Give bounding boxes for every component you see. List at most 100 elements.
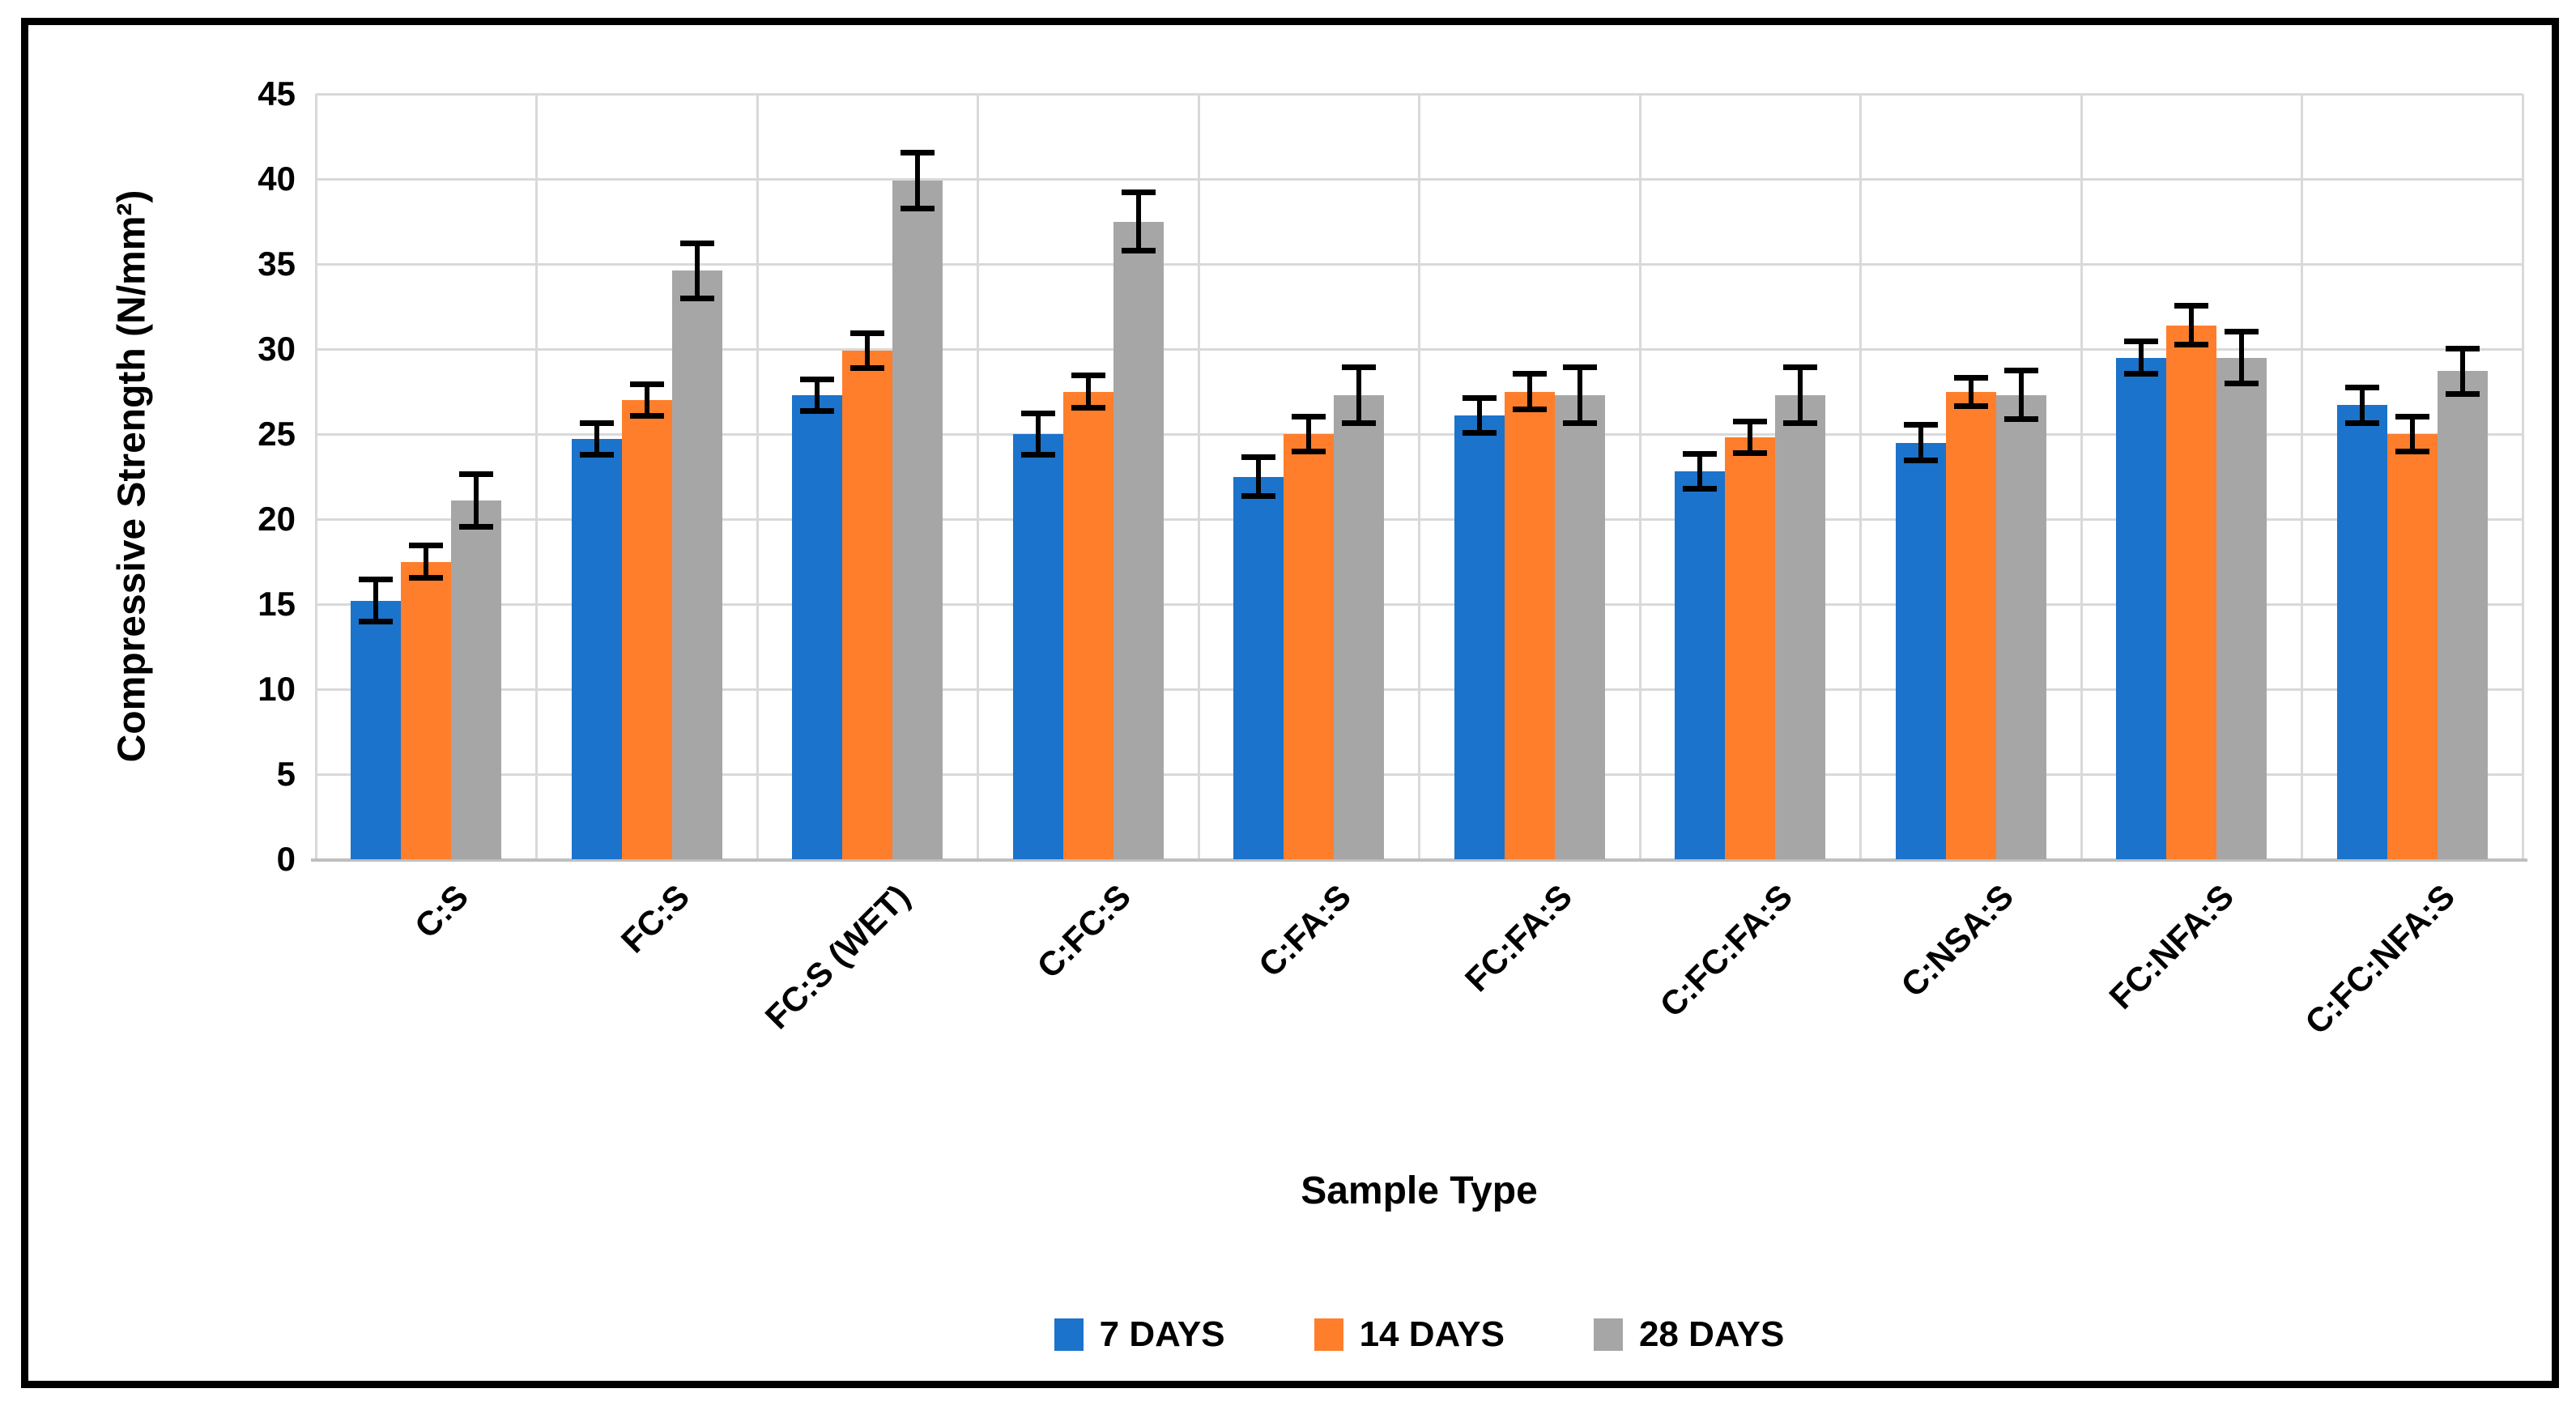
error-bar-cap-top [1020,410,1055,416]
error-bar-cap-top [2344,385,2379,391]
bar-14-days-C:FC:S [1062,391,1113,859]
error-bar-cap-top [1783,364,1818,370]
v-gridline-5 [1418,94,1420,859]
y-tick-label-25: 25 [258,415,296,453]
error-bar-cap-top [1071,373,1105,379]
x-tick-label-C:FC:FA:S: C:FC:FA:S [1652,877,1800,1024]
x-tick-label-C:FA:S: C:FA:S [1251,877,1359,985]
bar-28-days-C:FC:FA:S [1775,394,1826,859]
legend: 7 DAYS 14 DAYS 28 DAYS [316,1314,2523,1355]
legend-swatch [1054,1318,1084,1351]
error-bar-line [1577,364,1582,426]
bar-28-days-C:FA:S [1334,394,1385,859]
bar-7-days-C:FC:NFA:S [2336,405,2387,859]
bar-28-days-C:FC:S [1113,221,1164,859]
figure-border: 0 5 10 15 20 25 30 35 40 45 C:S FC:S FC:S (WET) C:FC… [21,18,2559,1388]
error-bar-cap-bottom [1562,420,1597,426]
legend-label: 28 DAYS [1638,1314,1785,1354]
x-axis-line [311,858,2527,862]
error-bar-cap-bottom [579,452,614,458]
x-tick-label-C:FC:NFA:S: C:FC:NFA:S [2297,877,2462,1042]
error-bar-cap-bottom [2225,381,2259,387]
y-tick-label-5: 5 [276,755,296,793]
x-tick-label-FC:FA:S: FC:FA:S [1457,877,1579,999]
bar-28-days-FC:S (WET) [892,181,943,859]
bar-7-days-C:FA:S [1233,476,1284,859]
error-bar-cap-bottom [1733,450,1768,457]
error-bar-line [2239,328,2245,387]
error-bar-cap-top [629,381,664,387]
error-bar-line [1526,371,1532,412]
bar-7-days-C:S [351,600,402,859]
legend-item-14-days: 14 DAYS [1314,1314,1505,1355]
error-bar-cap-bottom [800,407,835,414]
error-bar-line [815,376,820,414]
x-tick-label-FC:S (WET): FC:S (WET) [757,877,918,1037]
error-bar-cap-top [1121,189,1156,195]
error-bar-cap-bottom [1241,492,1276,499]
bar-28-days-C:FC:NFA:S [2437,371,2488,859]
error-bar-line [1918,422,1923,463]
error-bar-line [1256,454,1262,499]
bar-14-days-C:S [401,561,452,859]
error-bar-cap-bottom [2124,370,2159,377]
y-axis-title: Compressive Strength (N/mm²) [110,190,154,763]
error-bar-line [2018,368,2024,423]
error-bar-line [1356,364,1362,426]
v-gridline-8 [2080,94,2083,859]
error-bar-cap-bottom [1953,402,1988,409]
y-tick-label-15: 15 [258,585,296,623]
error-bar-line [2459,345,2465,397]
v-gridline-7 [1859,94,1862,859]
error-bar-line [1306,413,1312,455]
error-bar-cap-bottom [1512,406,1547,412]
bar-28-days-FC:S [671,270,722,859]
bar-14-days-C:FC:NFA:S [2387,434,2438,859]
v-gridline-2 [756,94,759,859]
error-bar-line [1798,364,1803,426]
error-bar-line [1697,451,1703,492]
v-gridline-3 [977,94,979,859]
v-gridline-4 [1197,94,1200,859]
error-bar-line [594,420,599,458]
error-bar-cap-bottom [2395,449,2429,455]
legend-label: 7 DAYS [1099,1314,1225,1354]
error-bar-cap-top [2225,328,2259,334]
error-bar-cap-top [459,471,494,478]
bar-28-days-FC:NFA:S [2216,357,2267,859]
error-bar-cap-bottom [409,574,444,581]
error-bar-cap-top [1683,451,1718,457]
bar-14-days-C:FC:FA:S [1725,437,1776,859]
bar-14-days-FC:NFA:S [2166,325,2217,859]
x-axis-title: Sample Type [1301,1169,1538,1212]
error-bar-cap-bottom [1020,452,1055,458]
legend-swatch [1593,1318,1623,1351]
x-tick-label-C:FC:S: C:FC:S [1029,877,1138,986]
error-bar-cap-bottom [1903,457,1938,463]
error-bar-cap-bottom [1683,486,1718,492]
error-bar-line [1748,419,1753,457]
bar-7-days-FC:NFA:S [2116,357,2167,859]
error-bar-line [644,381,649,420]
v-gridline-0 [314,94,317,859]
x-tick-label-C:S: C:S [407,877,476,946]
error-bar-line [694,240,700,302]
y-tick-label-40: 40 [258,160,296,198]
error-bar-cap-bottom [1342,420,1377,426]
y-tick-label-35: 35 [258,245,296,283]
bar-14-days-C:FA:S [1284,434,1335,859]
error-bar-cap-top [2174,303,2209,309]
x-tick-label-FC:NFA:S: FC:NFA:S [2101,877,2242,1016]
error-bar-cap-bottom [2445,390,2480,397]
x-tick-label-C:NSA:S: C:NSA:S [1893,877,2020,1004]
bar-28-days-C:S [451,500,502,859]
error-bar-cap-top [1241,454,1276,461]
error-bar-line [2409,413,2415,455]
error-bar-cap-top [2445,345,2480,351]
error-bar-line [2359,385,2365,426]
error-bar-cap-bottom [629,413,664,420]
bar-7-days-FC:S (WET) [792,394,843,859]
y-tick-label-45: 45 [258,75,296,113]
error-bar-cap-top [850,330,885,336]
